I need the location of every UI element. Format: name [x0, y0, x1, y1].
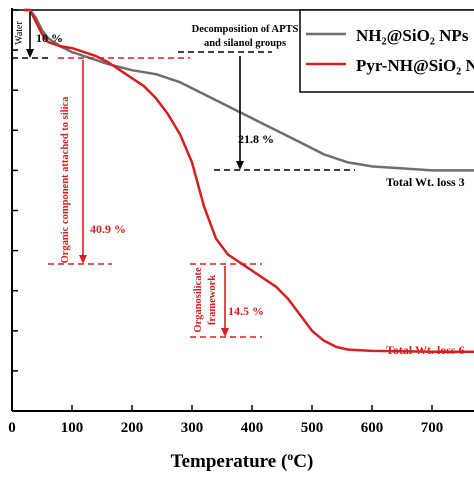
- annotation-loss-218: 21.8 %: [238, 132, 274, 146]
- arrow-head: [26, 49, 34, 58]
- series-line-1: [24, 8, 474, 353]
- legend-label-nh2-sio2: NH₂@SiO₂ NPs: [356, 26, 469, 45]
- annotation-silanol: and silanol groups: [204, 38, 286, 49]
- arrow-head: [236, 161, 244, 170]
- series-layer: [24, 8, 474, 353]
- annotation-loss-409: 40.9 %: [90, 222, 126, 236]
- x-axis-title: Temperature (oC): [171, 449, 314, 472]
- annotation-apts: Decomposition of APTS: [192, 24, 299, 35]
- y-ticks: [12, 9, 18, 412]
- legend: NH₂@SiO₂ NPs Pyr-NH@SiO₂ NPs: [299, 9, 474, 93]
- arrow-head: [79, 255, 87, 264]
- annotation-organosilicate-1: Organosilicate: [193, 267, 204, 333]
- annotation-water: Water: [14, 21, 25, 45]
- x-tick-label: 100: [61, 420, 84, 436]
- annotation-water-loss: 10 %: [36, 31, 63, 45]
- arrow-head: [221, 328, 229, 337]
- x-tick-label: 400: [241, 420, 264, 436]
- x-tick-label: 600: [361, 420, 384, 436]
- x-ticks: 0 100 200 300 400 500 600 700: [8, 405, 443, 436]
- legend-box: [299, 9, 474, 93]
- x-tick-label: 200: [121, 420, 144, 436]
- series-line-0: [24, 8, 474, 172]
- annotation-guides: [12, 12, 355, 338]
- x-tick-label: 700: [421, 420, 444, 436]
- annotation-organic: Organic component attached to silica: [60, 96, 71, 264]
- x-tick-label: 500: [301, 420, 324, 436]
- annotation-total-red: Total Wt. loss 6: [386, 343, 465, 357]
- annotation-organosilicate-2: framework: [207, 275, 218, 325]
- x-tick-label: 300: [181, 420, 204, 436]
- legend-label-pyr-nh-sio2: Pyr-NH@SiO₂ NPs: [356, 56, 474, 75]
- x-tick-label: 0: [8, 420, 16, 436]
- annotation-loss-145: 14.5 %: [228, 304, 264, 318]
- annotation-total-gray: Total Wt. loss 3: [386, 175, 465, 189]
